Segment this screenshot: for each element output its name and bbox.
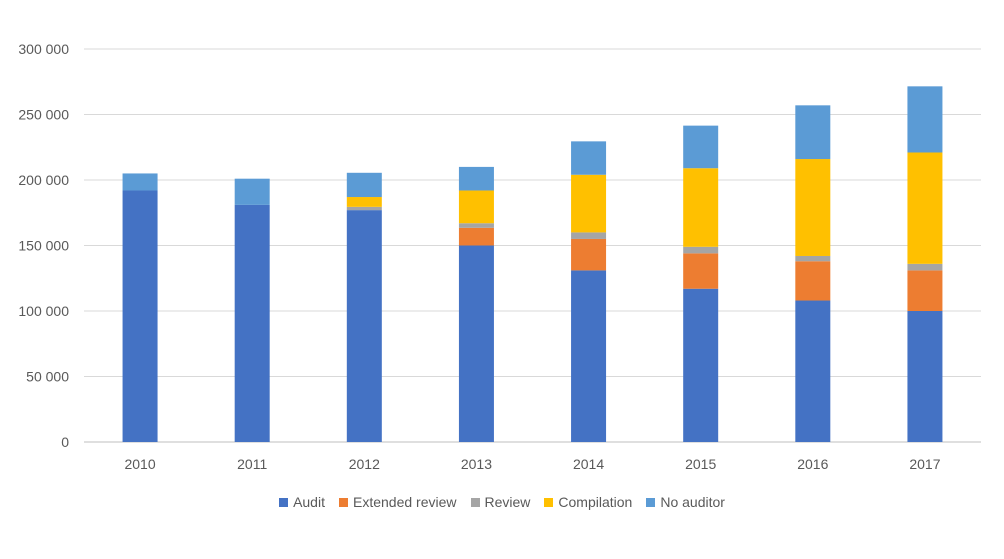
- y-tick-label: 300 000: [18, 41, 69, 57]
- y-tick-label: 0: [61, 434, 69, 450]
- bar-segment-audit: [795, 300, 831, 442]
- legend-label: Extended review: [352, 494, 457, 510]
- bar-segment-audit: [122, 190, 158, 442]
- bar-segment-no-auditor: [571, 141, 607, 175]
- legend-label: Compilation: [558, 494, 633, 510]
- bar-segment-extended-review: [458, 227, 494, 246]
- legend-label: No auditor: [660, 494, 725, 510]
- bar-segment-compilation: [795, 159, 831, 256]
- y-tick-label: 150 000: [18, 238, 69, 254]
- bar-segment-audit: [907, 311, 943, 442]
- legend-swatch: [470, 497, 480, 507]
- bar-segment-no-auditor: [907, 86, 943, 153]
- y-tick-label: 250 000: [18, 107, 69, 123]
- legend-item: Audit: [279, 494, 325, 510]
- legend-label: Review: [484, 494, 531, 510]
- bar-segment-no-auditor: [795, 105, 831, 160]
- bar-segment-audit: [683, 288, 719, 442]
- bar-segment-extended-review: [795, 261, 831, 301]
- bar-segment-extended-review: [571, 238, 607, 271]
- legend-item: Review: [470, 494, 531, 510]
- bar-segment-no-auditor: [234, 178, 270, 205]
- bar-segment-review: [683, 246, 719, 254]
- legend-swatch: [338, 497, 348, 507]
- legend: Audit Extended review Review Compilation No …: [0, 494, 1004, 510]
- bar-segment-no-auditor: [458, 166, 494, 191]
- legend-label: Audit: [293, 494, 325, 510]
- bar-segment-no-auditor: [683, 125, 719, 169]
- x-tick-label: 2013: [461, 456, 492, 472]
- bar-segment-compilation: [346, 197, 382, 207]
- legend-item: No auditor: [646, 494, 725, 510]
- bar-segment-extended-review: [907, 270, 943, 311]
- legend-item: Compilation: [544, 494, 632, 510]
- x-tick-label: 2011: [237, 456, 267, 472]
- x-tick-label: 2014: [573, 456, 604, 472]
- y-tick-label: 100 000: [18, 303, 69, 319]
- bar-segment-compilation: [571, 174, 607, 233]
- bar-segment-compilation: [907, 152, 943, 264]
- legend-swatch: [544, 497, 554, 507]
- legend-swatch: [646, 497, 656, 507]
- x-tick-label: 2012: [349, 456, 380, 472]
- bar-segment-audit: [234, 204, 270, 442]
- bar-segment-extended-review: [683, 253, 719, 289]
- bar-segment-no-auditor: [122, 173, 158, 191]
- bar-segment-audit: [346, 210, 382, 442]
- x-tick-label: 2016: [797, 456, 828, 472]
- bar-segment-review: [795, 255, 831, 262]
- x-tick-label: 2017: [909, 456, 940, 472]
- y-tick-label: 200 000: [18, 172, 69, 188]
- x-tick-label: 2010: [124, 456, 155, 472]
- bar-segment-review: [458, 223, 494, 228]
- bar-segment-review: [571, 232, 607, 239]
- bar-segment-review: [907, 263, 943, 271]
- legend-item: Extended review: [338, 494, 457, 510]
- legend-swatch: [279, 497, 289, 507]
- bar-segment-compilation: [683, 168, 719, 247]
- bar-segment-audit: [571, 270, 607, 442]
- x-tick-label: 2015: [685, 456, 716, 472]
- bar-segment-audit: [458, 245, 494, 442]
- y-tick-label: 50 000: [26, 369, 69, 385]
- bar-segment-no-auditor: [346, 172, 382, 198]
- bar-segment-compilation: [458, 190, 494, 224]
- bar-segment-review: [346, 206, 382, 211]
